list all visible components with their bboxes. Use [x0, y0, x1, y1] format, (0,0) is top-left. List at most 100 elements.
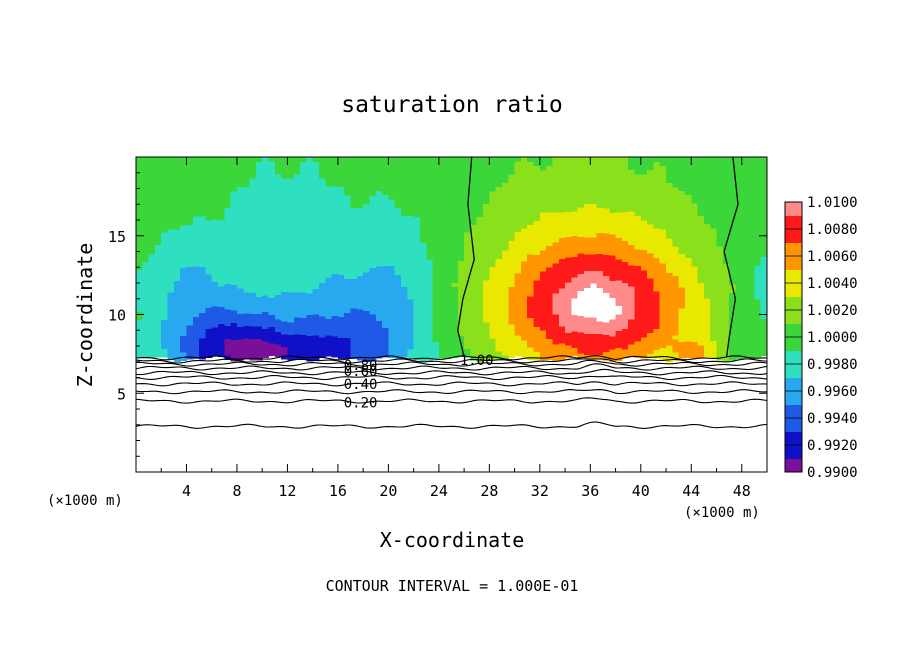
field-cell	[710, 207, 718, 212]
field-cell	[457, 335, 465, 341]
field-cell	[350, 198, 358, 204]
field-cell	[426, 301, 434, 306]
field-cell	[729, 216, 737, 222]
field-cell	[609, 165, 617, 171]
field-cell	[659, 237, 667, 243]
field-cell	[584, 304, 591, 309]
field-cell	[647, 190, 655, 196]
field-cell	[464, 248, 472, 254]
field-cell	[483, 211, 490, 217]
field-cell	[653, 161, 661, 166]
field-cell	[584, 291, 591, 297]
field-cell	[483, 262, 490, 268]
field-cell	[602, 250, 610, 255]
field-cell	[249, 237, 257, 243]
field-cell	[539, 321, 547, 327]
field-cell	[445, 266, 453, 271]
field-cell	[666, 344, 673, 350]
field-cell	[609, 229, 617, 235]
field-cell	[691, 324, 699, 330]
field-cell	[483, 338, 490, 344]
field-cell	[470, 296, 478, 302]
field-cell	[659, 288, 667, 294]
field-cell	[634, 290, 642, 296]
field-cell	[268, 231, 276, 237]
field-cell	[199, 312, 207, 318]
field-cell	[199, 241, 207, 246]
field-cell	[621, 202, 629, 208]
field-cell	[666, 323, 673, 329]
field-cell	[344, 324, 352, 330]
field-cell	[274, 194, 282, 200]
field-cell	[401, 294, 408, 300]
field-cell	[672, 220, 680, 226]
field-cell	[571, 285, 579, 291]
field-cell	[192, 232, 200, 238]
field-cell	[684, 257, 692, 263]
contour-line-level	[136, 359, 767, 367]
field-cell	[312, 258, 320, 264]
field-cell	[584, 169, 591, 175]
field-cell	[590, 304, 598, 309]
field-cell	[438, 295, 446, 300]
field-cell	[300, 232, 307, 238]
field-cell	[154, 256, 162, 262]
field-cell	[571, 161, 579, 166]
field-cell	[350, 265, 358, 271]
field-cell	[678, 328, 686, 334]
field-cell	[584, 245, 591, 251]
field-cell	[653, 190, 661, 196]
low-level-contours	[136, 355, 767, 429]
field-cell	[249, 325, 257, 331]
field-cell	[445, 303, 453, 309]
field-cell	[628, 161, 636, 166]
field-cell	[154, 302, 162, 308]
field-cell	[167, 211, 175, 217]
field-cell	[375, 353, 383, 359]
field-cell	[741, 165, 749, 171]
field-cell	[211, 169, 219, 175]
field-cell	[729, 355, 737, 361]
field-cell	[609, 225, 617, 231]
field-cell	[426, 258, 434, 264]
field-cell	[167, 296, 175, 302]
field-cell	[356, 190, 364, 196]
field-cell	[495, 342, 503, 348]
chart-title: saturation ratio	[341, 92, 563, 118]
field-cell	[154, 211, 162, 216]
field-cell	[438, 261, 446, 267]
field-cell	[451, 286, 459, 292]
field-cell	[489, 165, 497, 171]
field-cell	[369, 207, 377, 213]
field-cell	[350, 333, 358, 338]
field-cell	[287, 237, 295, 243]
field-cell	[640, 236, 648, 242]
field-cell	[615, 233, 623, 239]
field-cell	[464, 323, 472, 329]
field-cell	[356, 309, 364, 314]
field-cell	[533, 347, 541, 353]
field-cell	[281, 241, 289, 246]
field-cell	[255, 304, 263, 310]
field-cell	[230, 178, 238, 184]
field-cell	[382, 294, 389, 300]
field-cell	[514, 223, 522, 228]
field-cell	[186, 308, 194, 314]
field-cell	[413, 161, 421, 167]
field-cell	[666, 178, 673, 184]
x-tick-label: 16	[329, 482, 347, 500]
field-cell	[691, 186, 699, 192]
field-cell	[180, 207, 188, 213]
field-cell	[312, 161, 320, 167]
field-cell	[666, 203, 673, 209]
field-cell	[293, 300, 301, 305]
field-cell	[154, 202, 162, 208]
field-cell	[558, 233, 566, 238]
field-cell	[337, 169, 345, 175]
field-cell	[754, 177, 762, 183]
colorbar-band	[785, 269, 802, 284]
field-cell	[413, 330, 421, 336]
field-cell	[539, 216, 547, 221]
field-cell	[634, 165, 642, 171]
field-cell	[520, 281, 528, 287]
